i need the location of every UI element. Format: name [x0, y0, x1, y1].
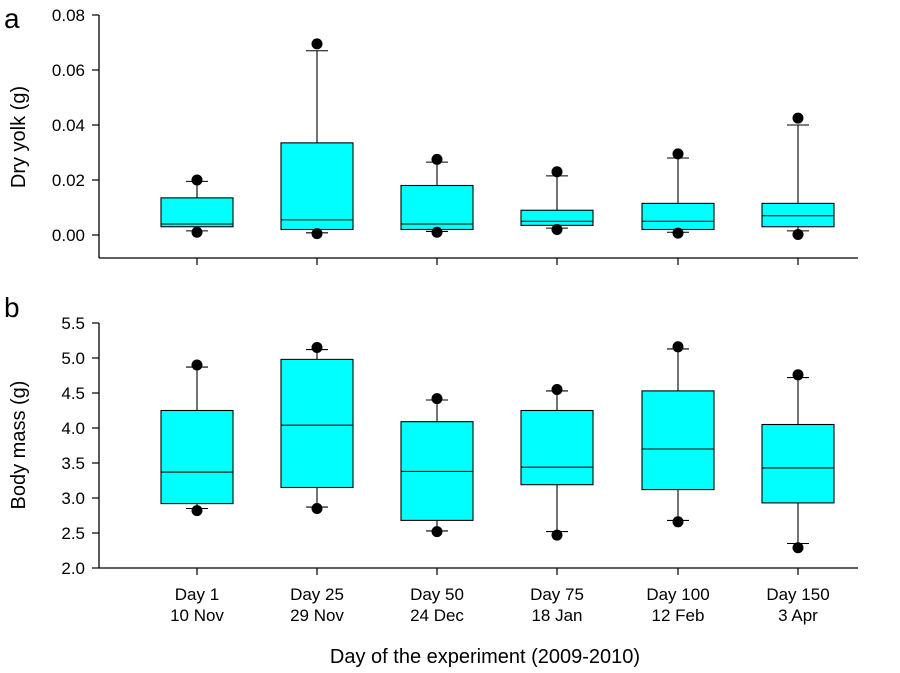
panel-b-axes: 2.0 2.5 3.0 3.5 4.0 4.5 5.0 5.5: [61, 314, 858, 578]
y-tick-label: 4.0: [61, 419, 85, 438]
panel-b-boxes: [160, 341, 835, 554]
x-category-date-label: 10 Nov: [170, 606, 224, 625]
y-tick-label: 2.5: [61, 524, 85, 543]
box-group: [520, 384, 594, 541]
outlier-point: [792, 228, 804, 240]
outlier-point: [672, 516, 684, 528]
y-tick-label: 5.5: [61, 314, 85, 333]
outlier-point: [672, 148, 684, 160]
box-group: [280, 342, 354, 514]
outlier-point: [792, 112, 804, 124]
outlier-point: [311, 503, 323, 514]
y-tick-label: 0.06: [52, 61, 85, 80]
box-group: [641, 148, 715, 239]
box-group: [280, 38, 354, 240]
x-category-date-label: 3 Apr: [778, 606, 818, 625]
y-tick-label: 3.0: [61, 489, 85, 508]
outlier-point: [551, 166, 563, 178]
outlier-point: [311, 342, 323, 353]
panel-b: b Body mass (g) 2.0 2.5 3.0 3.5 4.0 4.5 5.0 5.5…: [4, 292, 858, 625]
outlier-point: [311, 38, 323, 50]
panel-b-ylabel: Body mass (g): [8, 381, 30, 510]
box-group: [400, 393, 474, 538]
outlier-point: [191, 359, 203, 371]
x-category-day-label: Day 50: [410, 585, 464, 604]
x-category-date-label: 24 Dec: [410, 606, 464, 625]
y-tick-label: 4.5: [61, 384, 85, 403]
box-group: [641, 341, 715, 528]
box-group: [761, 112, 835, 240]
panel-a: a Dry yolk (g) 0.00 0.02 0.04 0.06 0.08: [4, 3, 858, 265]
x-category-day-label: Day 1: [175, 585, 219, 604]
outlier-point: [191, 174, 203, 186]
outlier-point: [672, 227, 684, 239]
x-category-day-label: Day 150: [766, 585, 829, 604]
outlier-point: [551, 529, 563, 541]
box-iqr: [160, 409, 234, 505]
box-group: [400, 153, 474, 238]
outlier-point: [431, 526, 443, 538]
y-tick-label: 0.00: [52, 226, 85, 245]
x-category-labels: Day 1 10 Nov Day 25 29 Nov Day 50 24 Dec Day 7…: [170, 585, 830, 625]
box-iqr: [520, 209, 594, 226]
panel-a-axes: 0.00 0.02 0.04 0.06 0.08: [52, 6, 858, 265]
outlier-point: [551, 224, 563, 235]
box-group: [761, 369, 835, 554]
outlier-point: [191, 505, 203, 517]
y-tick-label: 0.08: [52, 6, 85, 25]
box-iqr: [761, 202, 835, 228]
outlier-point: [191, 226, 203, 238]
box-iqr: [280, 142, 354, 231]
box-iqr: [160, 197, 234, 228]
y-tick-label: 2.0: [61, 559, 85, 578]
panel-b-label: b: [4, 292, 20, 323]
outlier-point: [311, 228, 323, 240]
x-category-date-label: 12 Feb: [652, 606, 705, 625]
box-iqr: [761, 423, 835, 504]
x-category-day-label: Day 25: [290, 585, 344, 604]
box-iqr: [520, 409, 594, 486]
panel-a-ylabel: Dry yolk (g): [8, 86, 30, 188]
outlier-point: [792, 542, 804, 554]
panel-a-label: a: [4, 3, 20, 34]
outlier-point: [672, 341, 684, 353]
box-iqr: [280, 358, 354, 489]
outlier-point: [431, 153, 443, 165]
x-category-day-label: Day 75: [530, 585, 584, 604]
box-iqr: [641, 202, 715, 231]
outlier-point: [792, 369, 804, 381]
x-category-date-label: 29 Nov: [290, 606, 344, 625]
box-iqr: [400, 184, 474, 231]
box-group: [160, 174, 234, 238]
outlier-point: [431, 226, 443, 238]
box-iqr: [641, 390, 715, 491]
x-axis-label: Day of the experiment (2009-2010): [330, 646, 640, 668]
y-tick-label: 0.04: [52, 116, 85, 135]
y-tick-label: 0.02: [52, 171, 85, 190]
x-category-day-label: Day 100: [646, 585, 709, 604]
box-group: [160, 359, 234, 517]
y-tick-label: 3.5: [61, 454, 85, 473]
outlier-point: [431, 393, 443, 405]
x-category-date-label: 18 Jan: [531, 606, 582, 625]
outlier-point: [551, 384, 563, 395]
box-group: [520, 166, 594, 235]
y-tick-label: 5.0: [61, 349, 85, 368]
panel-a-boxes: [160, 38, 835, 240]
